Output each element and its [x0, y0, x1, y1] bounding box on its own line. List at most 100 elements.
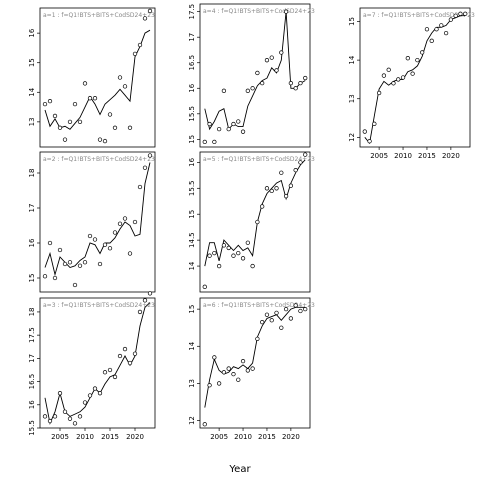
y-tick-label: 16 [188, 83, 196, 92]
observed-point [137, 184, 143, 190]
observed-point [453, 13, 458, 18]
observed-point [82, 400, 88, 405]
panels-layer: a=1 : f=Q1!BTS+BITS+CodSD24+2313141516a=… [28, 3, 475, 441]
x-tick-label: 2020 [282, 433, 300, 441]
observed-point [202, 422, 207, 427]
observed-point [240, 358, 246, 364]
observed-point [255, 70, 260, 76]
y-tick-label: 13 [188, 379, 196, 388]
observed-point [279, 325, 284, 330]
observed-point [283, 193, 289, 199]
y-tick-label: 16 [28, 238, 36, 247]
observed-point [142, 298, 148, 303]
y-tick-label: 13 [348, 94, 356, 103]
observed-point [62, 261, 68, 267]
observed-point [47, 240, 53, 246]
y-tick-label: 14 [348, 55, 356, 64]
observed-point [112, 125, 118, 130]
observed-point [202, 284, 207, 289]
fitted-series-line [44, 162, 151, 277]
observed-point [127, 251, 133, 256]
x-tick-label: 2010 [76, 433, 94, 441]
observed-point [92, 237, 98, 242]
observed-point [226, 126, 231, 132]
panel-3: a=3 : f=Q1!BTS+BITS+CodSD24+23 15.5 16 16.5… [28, 291, 156, 441]
observed-point [207, 383, 212, 388]
observed-point [221, 243, 227, 248]
fitted-series-line [44, 29, 151, 130]
observed-point [97, 391, 103, 396]
observed-point [77, 414, 83, 419]
y-tick-label: 15 [28, 58, 36, 67]
observed-point [231, 121, 236, 127]
observed-point [47, 99, 53, 104]
panel-frame [39, 151, 156, 293]
observed-point [57, 125, 63, 130]
y-tick-label: 14 [188, 341, 196, 350]
observed-point [439, 23, 444, 28]
observed-point [142, 165, 148, 170]
observed-point [458, 11, 463, 16]
observed-point [102, 242, 108, 247]
observed-point [102, 370, 108, 375]
observed-point [424, 27, 430, 32]
observed-point [216, 381, 222, 386]
panel-6: a=6 : f=Q1!BTS+BITS+CodSD24+23 12 13 14 15 20… [188, 297, 315, 441]
observed-point [279, 170, 284, 175]
observed-point [137, 309, 143, 315]
observed-point [132, 219, 138, 225]
y-tick-label: 18 [28, 169, 36, 178]
observed-point [67, 260, 73, 265]
y-tick-label: 15 [348, 17, 356, 26]
observed-point [47, 418, 53, 424]
observed-point [298, 160, 303, 165]
observed-point [269, 318, 274, 323]
observed-point [147, 291, 153, 296]
observed-point [298, 308, 303, 314]
observed-point [226, 366, 231, 371]
observed-point [260, 319, 265, 325]
observed-point [376, 90, 382, 96]
y-tick-label: 13 [28, 117, 36, 126]
panel-frame [359, 7, 471, 148]
observed-point [72, 421, 78, 426]
y-tick-label: 16.5 [188, 55, 196, 71]
observed-point [97, 261, 103, 267]
observed-point [92, 386, 98, 391]
observed-point [212, 355, 217, 360]
observed-point [82, 260, 88, 265]
observed-point [236, 119, 241, 124]
observed-point [264, 312, 270, 317]
x-tick-label: 2010 [394, 152, 412, 160]
observed-point [264, 58, 270, 63]
observed-point [117, 75, 123, 80]
panel-label: a=5 : f=Q1!BTS+BITS+CodSD24+23 [203, 156, 315, 163]
panel-frame [199, 297, 311, 429]
fitted-series-line [364, 15, 466, 145]
y-tick-label: 15.5 [188, 180, 196, 196]
panel-label: a=1 : f=Q1!BTS+BITS+CodSD24+23 [43, 12, 155, 19]
y-tick-label: 18 [28, 307, 36, 316]
panel-7: a=7 : f=Q1!BTS+BITS+CodSD24+23 12 13 14 15 20… [348, 7, 475, 160]
observed-point [132, 351, 138, 356]
y-tick-label: 16 [28, 400, 36, 409]
panel-label: a=6 : f=Q1!BTS+BITS+CodSD24+23 [203, 302, 315, 309]
observed-point [92, 96, 98, 101]
observed-point [288, 183, 294, 188]
y-tick-label: 14 [188, 261, 196, 270]
panel-label: a=3 : f=Q1!BTS+BITS+CodSD24+23 [43, 302, 155, 309]
observed-point [274, 310, 279, 316]
fitted-series-line [204, 159, 306, 267]
observed-point [400, 75, 406, 80]
observed-point [429, 38, 434, 43]
observed-point [67, 119, 73, 125]
y-tick-label: 12 [348, 133, 356, 142]
observed-point [269, 55, 274, 60]
observed-point [117, 221, 123, 226]
observed-point [147, 153, 153, 158]
y-tick-label: 17 [188, 33, 196, 42]
panel-frame [199, 151, 311, 293]
y-tick-label: 15 [188, 135, 196, 144]
observed-point [463, 11, 468, 16]
